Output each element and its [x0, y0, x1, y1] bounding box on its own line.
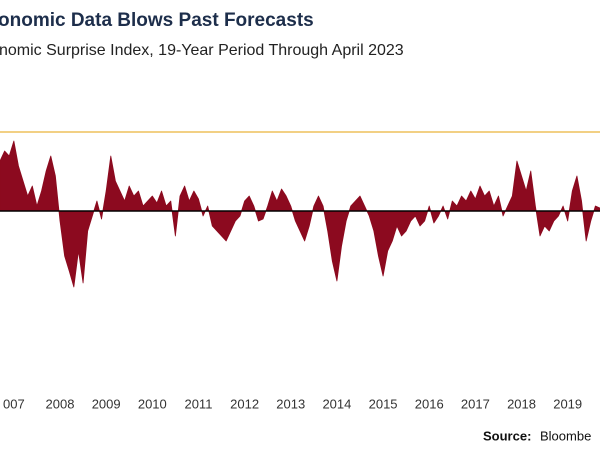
area	[0, 140, 600, 288]
x-tick-label: 2008	[46, 396, 75, 411]
chart-title: onomic Data Blows Past Forecasts	[0, 10, 314, 31]
x-tick-label: 2011	[184, 396, 212, 411]
source-label: Source:	[483, 428, 531, 443]
x-tick-label: 2010	[138, 396, 167, 411]
x-tick-label: 2012	[230, 396, 259, 411]
source: Bloombe	[540, 428, 591, 443]
x-tick-label: 2018	[507, 396, 536, 411]
x-tick-label: 2009	[92, 396, 121, 411]
chart-subtitle: nomic Surprise Index, 19-Year Period Thr…	[0, 42, 404, 59]
x-tick-label: 2017	[461, 396, 490, 411]
x-tick-label: 2014	[322, 396, 351, 411]
x-tick-label: 2016	[415, 396, 444, 411]
x-tick-label: 007	[3, 396, 25, 411]
x-tick-label: 2013	[276, 396, 305, 411]
x-tick-label: 2019	[553, 396, 582, 411]
x-tick-label: 2015	[369, 396, 398, 411]
